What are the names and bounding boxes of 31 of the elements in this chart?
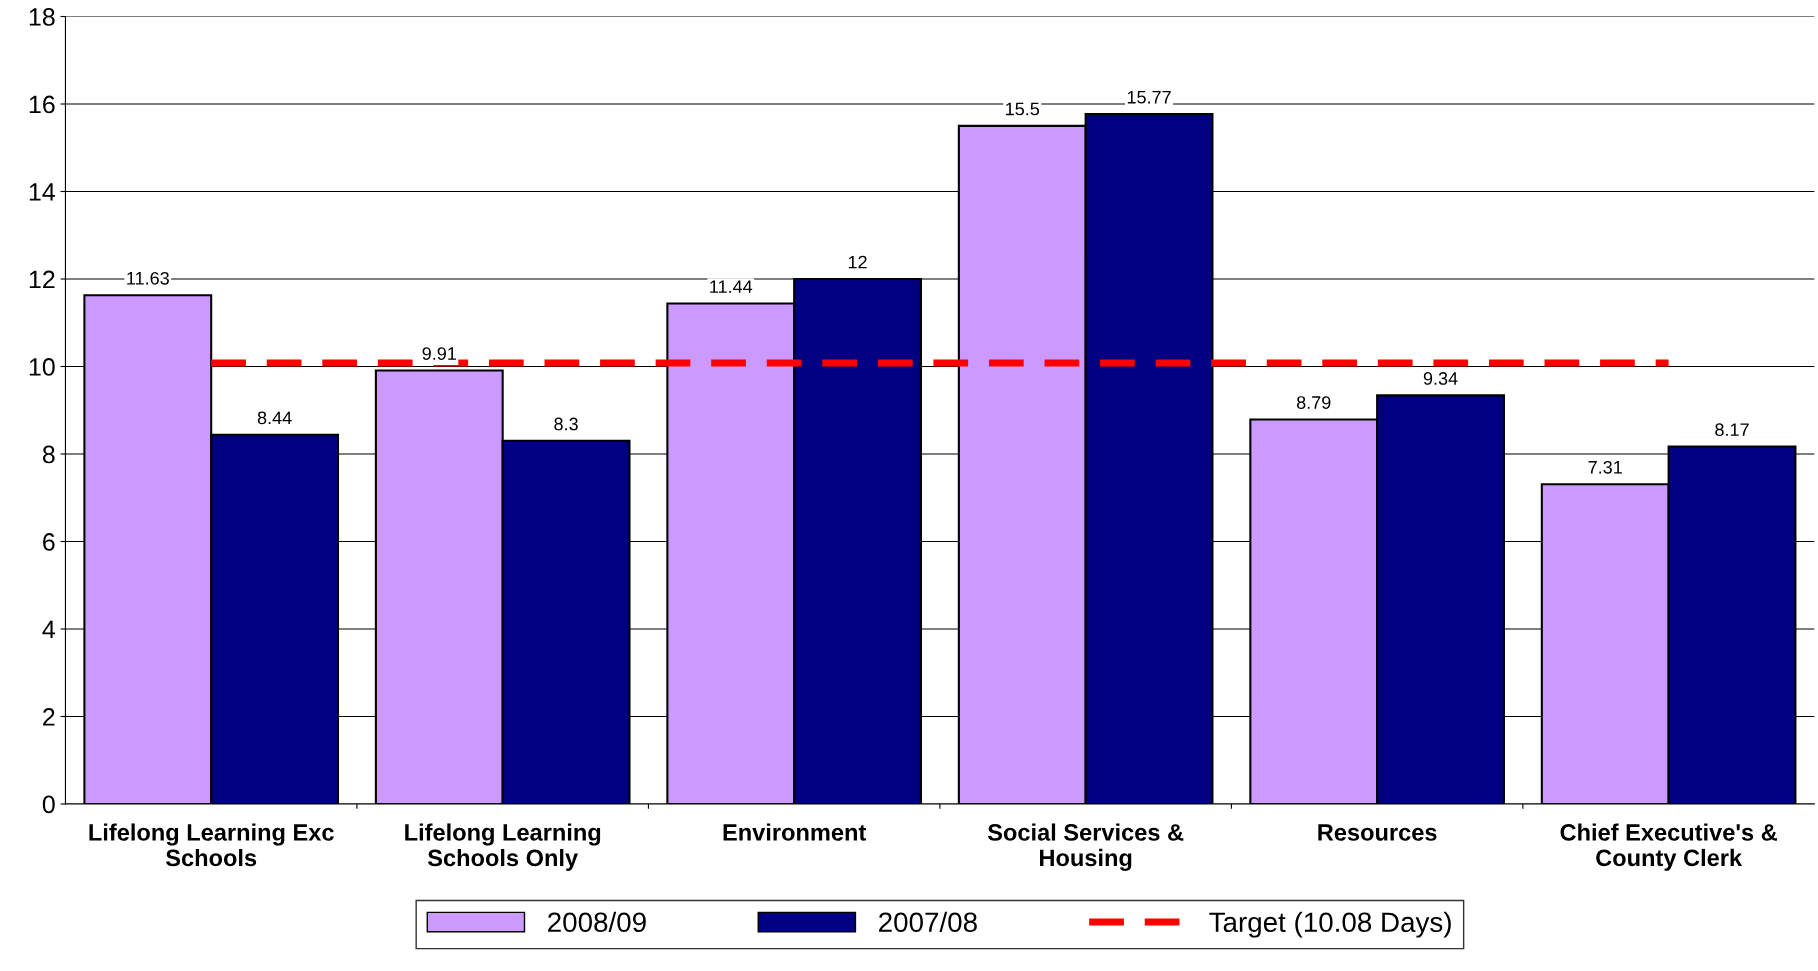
x-tick-label: Lifelong Learning Schools Only [405,823,601,871]
data-label: 12 [848,255,867,269]
data-label: 15.77 [1127,90,1171,104]
legend-label: 2007/08 [879,911,977,933]
y-tick-label: 0 [42,795,55,814]
data-label: 11.63 [127,271,169,285]
legend-label: 2008/09 [548,911,646,933]
y-tick-label: 8 [42,445,55,464]
y-tick-label: 12 [29,270,55,289]
data-label: 8.17 [1715,423,1749,437]
y-tick-label: 16 [29,95,55,114]
y-tick-label: 6 [43,533,55,551]
y-tick-label: 4 [42,620,55,639]
data-label: 9.91 [422,347,456,360]
x-tick-label: Social Services & Housing [987,823,1184,871]
y-tick-label: 18 [29,8,55,26]
y-tick-label: 10 [29,358,55,376]
y-tick-label: 14 [29,183,55,201]
x-tick-label: Resources [1318,824,1437,841]
x-tick-label: Environment [723,823,867,841]
x-tick-label: Lifelong Learning Exc Schools [89,823,334,867]
y-tick-label: 2 [43,708,55,726]
data-label: 8.3 [554,417,578,431]
x-tick-label: Chief Executive's & County Clerk [1560,823,1777,871]
legend-label: Target (10.08 Days) [1209,911,1451,938]
data-label: 8.79 [1296,396,1331,409]
data-label: 11.44 [710,280,753,293]
data-label: 9.34 [1423,372,1458,385]
data-label: 15.5 [1006,102,1040,116]
data-label: 7.31 [1588,460,1622,474]
data-label: 8.44 [257,411,292,425]
